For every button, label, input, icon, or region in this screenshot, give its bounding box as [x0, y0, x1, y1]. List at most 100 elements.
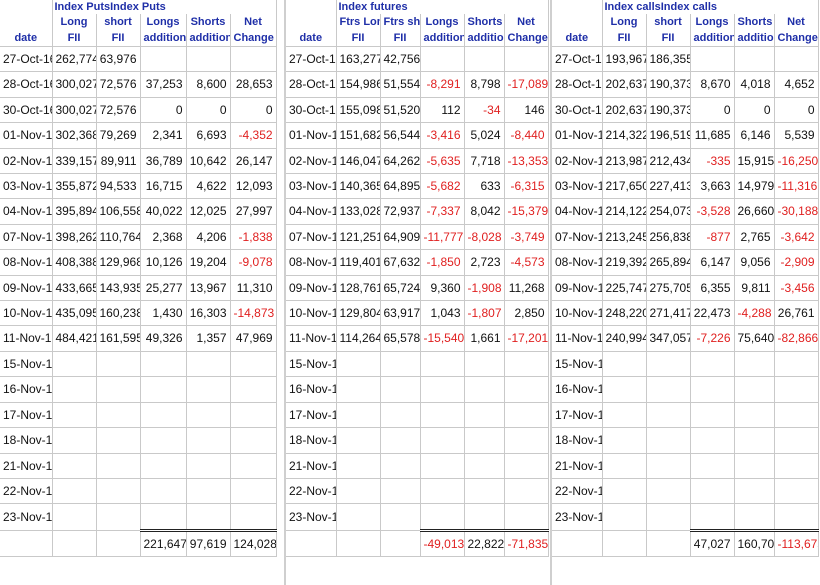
long-fii-cell[interactable]: [602, 503, 647, 531]
net-change-cell[interactable]: [774, 376, 819, 403]
short-fii-cell[interactable]: [646, 503, 691, 531]
short-fii-cell[interactable]: [96, 402, 141, 429]
shorts-additions-cell[interactable]: [186, 376, 231, 403]
long-fii-cell[interactable]: 408,388: [52, 249, 97, 276]
net-change-cell[interactable]: [230, 402, 277, 429]
short-fii-cell[interactable]: 89,911: [96, 148, 141, 175]
longs-additions-cell[interactable]: -5,635: [420, 148, 465, 175]
long-fii-cell[interactable]: [336, 376, 381, 403]
empty-cell[interactable]: [0, 530, 53, 557]
net-change-cell[interactable]: -15,379: [504, 198, 549, 225]
date-cell[interactable]: 11-Nov-16: [0, 325, 53, 352]
short-fii-cell[interactable]: [380, 453, 421, 479]
net-change-cell[interactable]: [230, 351, 277, 378]
net-change-cell[interactable]: -17,201: [504, 325, 549, 352]
net-change-cell[interactable]: [230, 427, 277, 454]
shorts-additions-cell[interactable]: [186, 478, 231, 505]
short-fii-cell[interactable]: 186,355: [646, 46, 691, 73]
short-fii-cell[interactable]: 347,057: [646, 325, 691, 352]
date-cell[interactable]: 16-Nov-16: [286, 376, 337, 403]
net-change-cell[interactable]: [774, 427, 819, 454]
date-cell[interactable]: 16-Nov-16: [552, 376, 603, 403]
shorts-additions-cell[interactable]: 9,056: [734, 249, 775, 276]
net-change-cell[interactable]: [504, 376, 549, 403]
net-change-cell[interactable]: -11,316: [774, 173, 819, 200]
empty-cell[interactable]: [336, 530, 381, 557]
date-cell[interactable]: 16-Nov-16: [0, 376, 53, 403]
short-fii-cell[interactable]: 56,544: [380, 122, 421, 149]
net-change-cell[interactable]: -3,749: [504, 224, 549, 251]
date-cell[interactable]: 27-Oct-16: [0, 46, 53, 73]
longs-additions-cell[interactable]: 10,126: [140, 249, 187, 276]
date-cell[interactable]: 15-Nov-16: [0, 351, 53, 378]
longs-additions-cell[interactable]: 2,341: [140, 122, 187, 149]
date-cell[interactable]: 28-Oct-16: [552, 71, 603, 98]
net-change-cell[interactable]: [774, 351, 819, 378]
longs-additions-cell[interactable]: -1,850: [420, 249, 465, 276]
longs-additions-cell[interactable]: [690, 453, 735, 479]
shorts-additions-cell[interactable]: -34: [464, 97, 505, 124]
long-fii-cell[interactable]: 163,277: [336, 46, 381, 73]
shorts-additions-cell[interactable]: [734, 351, 775, 378]
date-cell[interactable]: 03-Nov-16: [0, 173, 53, 200]
net-change-cell[interactable]: -30,188: [774, 198, 819, 225]
shorts-additions-cell[interactable]: [464, 351, 505, 378]
short-fii-cell[interactable]: [380, 351, 421, 378]
date-cell[interactable]: 17-Nov-16: [0, 402, 53, 429]
date-cell[interactable]: 02-Nov-16: [286, 148, 337, 175]
net-change-cell[interactable]: [774, 478, 819, 505]
shorts-additions-cell[interactable]: 6,146: [734, 122, 775, 149]
date-cell[interactable]: 07-Nov-16: [0, 224, 53, 251]
date-cell[interactable]: 17-Nov-16: [552, 402, 603, 429]
empty-cell[interactable]: [52, 530, 97, 557]
shorts-additions-cell[interactable]: 2,765: [734, 224, 775, 251]
shorts-additions-cell[interactable]: 8,798: [464, 71, 505, 98]
shorts-additions-cell[interactable]: 12,025: [186, 198, 231, 225]
shorts-additions-cell[interactable]: 5,024: [464, 122, 505, 149]
date-cell[interactable]: 08-Nov-16: [286, 249, 337, 276]
long-fii-cell[interactable]: [602, 427, 647, 454]
longs-additions-cell[interactable]: [140, 46, 187, 73]
long-fii-cell[interactable]: 355,872: [52, 173, 97, 200]
long-fii-cell[interactable]: 140,365: [336, 173, 381, 200]
short-fii-cell[interactable]: [380, 503, 421, 531]
date-cell[interactable]: 18-Nov-16: [0, 427, 53, 454]
shorts-additions-cell[interactable]: [464, 376, 505, 403]
shorts-additions-cell[interactable]: 6,693: [186, 122, 231, 149]
longs-additions-cell[interactable]: -7,226: [690, 325, 735, 352]
total-shorts-additions-cell[interactable]: 97,619: [186, 528, 231, 557]
short-fii-cell[interactable]: 190,373: [646, 97, 691, 124]
shorts-additions-cell[interactable]: [464, 427, 505, 454]
net-change-cell[interactable]: 26,147: [230, 148, 277, 175]
short-fii-cell[interactable]: [96, 376, 141, 403]
net-change-cell[interactable]: -1,838: [230, 224, 277, 251]
short-fii-cell[interactable]: [646, 427, 691, 454]
net-change-cell[interactable]: [774, 503, 819, 531]
shorts-additions-cell[interactable]: [734, 402, 775, 429]
short-fii-cell[interactable]: 256,838: [646, 224, 691, 251]
net-change-cell[interactable]: [230, 46, 277, 73]
longs-additions-cell[interactable]: 16,715: [140, 173, 187, 200]
shorts-additions-cell[interactable]: 19,204: [186, 249, 231, 276]
short-fii-cell[interactable]: 190,373: [646, 71, 691, 98]
longs-additions-cell[interactable]: 37,253: [140, 71, 187, 98]
short-fii-cell[interactable]: 64,895: [380, 173, 421, 200]
long-fii-cell[interactable]: [336, 478, 381, 505]
net-change-cell[interactable]: [504, 427, 549, 454]
longs-additions-cell[interactable]: [420, 453, 465, 479]
date-cell[interactable]: 01-Nov-16: [0, 122, 53, 149]
empty-cell[interactable]: [602, 530, 647, 557]
net-change-cell[interactable]: -14,873: [230, 300, 277, 327]
shorts-additions-cell[interactable]: [734, 453, 775, 479]
date-cell[interactable]: 08-Nov-16: [0, 249, 53, 276]
longs-additions-cell[interactable]: 8,670: [690, 71, 735, 98]
long-fii-cell[interactable]: [336, 453, 381, 479]
date-cell[interactable]: 09-Nov-16: [286, 275, 337, 302]
short-fii-cell[interactable]: [96, 478, 141, 505]
net-change-cell[interactable]: 26,761: [774, 300, 819, 327]
total-net-change-cell[interactable]: -113,675: [774, 528, 819, 557]
longs-additions-cell[interactable]: [690, 503, 735, 531]
longs-additions-cell[interactable]: [140, 427, 187, 454]
short-fii-cell[interactable]: [96, 453, 141, 479]
long-fii-cell[interactable]: 395,894: [52, 198, 97, 225]
